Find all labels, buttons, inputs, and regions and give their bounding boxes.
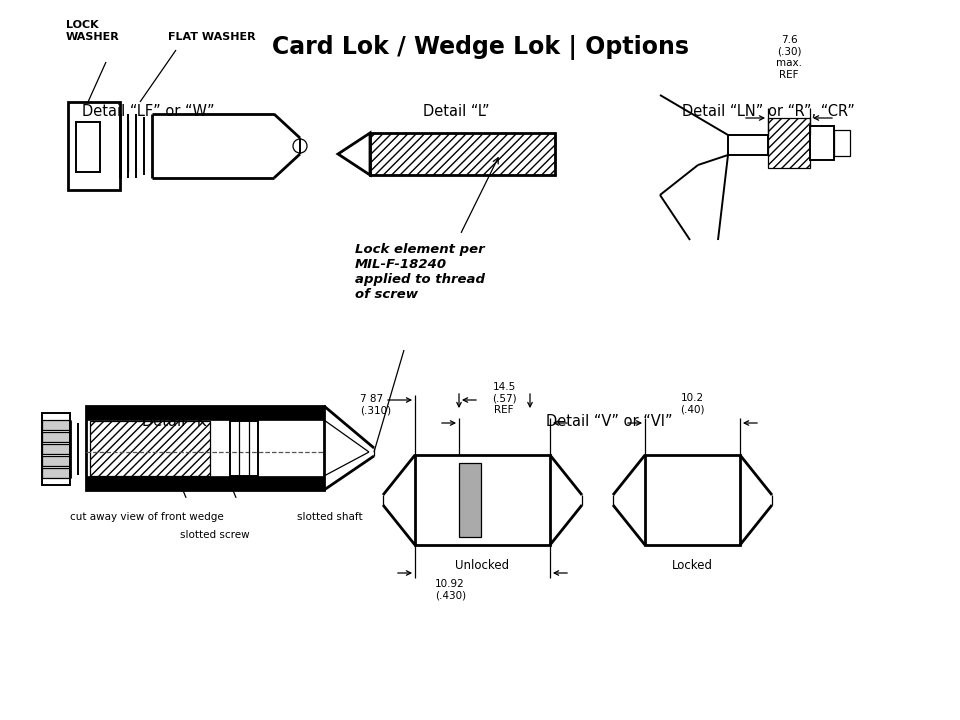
Bar bbox=[86, 406, 324, 420]
Bar bbox=[768, 118, 810, 168]
Text: LOCK
WASHER: LOCK WASHER bbox=[66, 20, 120, 42]
Text: slotted screw: slotted screw bbox=[180, 530, 250, 540]
Bar bbox=[459, 463, 481, 537]
Bar bbox=[42, 444, 70, 454]
Text: Detail “LN” or “R”, “CR”: Detail “LN” or “R”, “CR” bbox=[682, 104, 854, 120]
Bar bbox=[86, 406, 324, 490]
Bar bbox=[86, 476, 324, 490]
Bar bbox=[834, 130, 850, 156]
Bar bbox=[230, 421, 258, 476]
Text: cut away view of front wedge: cut away view of front wedge bbox=[70, 512, 224, 522]
Bar bbox=[90, 421, 210, 476]
Text: 10.92
(.430): 10.92 (.430) bbox=[435, 579, 467, 600]
Bar bbox=[68, 102, 120, 190]
Bar bbox=[370, 133, 555, 175]
Text: Detail “V” or “VI”: Detail “V” or “VI” bbox=[546, 414, 673, 429]
Bar bbox=[76, 122, 100, 172]
Text: FLAT WASHER: FLAT WASHER bbox=[168, 32, 255, 42]
Bar bbox=[42, 432, 70, 442]
Polygon shape bbox=[338, 133, 370, 175]
Bar bbox=[810, 126, 834, 160]
Bar bbox=[42, 456, 70, 466]
Bar bbox=[645, 455, 740, 545]
Text: Unlocked: Unlocked bbox=[455, 559, 509, 572]
Bar bbox=[42, 468, 70, 478]
Text: Detail “K”: Detail “K” bbox=[142, 414, 213, 429]
Text: 10.2
(.40): 10.2 (.40) bbox=[680, 393, 705, 415]
Text: 14.5
(.57)
REF: 14.5 (.57) REF bbox=[492, 382, 516, 415]
Text: 7 87
(.310): 7 87 (.310) bbox=[360, 395, 391, 416]
Text: Lock element per
MIL-F-18240
applied to thread
of screw: Lock element per MIL-F-18240 applied to … bbox=[355, 243, 485, 301]
Bar bbox=[42, 420, 70, 430]
Text: slotted shaft: slotted shaft bbox=[297, 512, 363, 522]
Bar bbox=[370, 133, 555, 175]
Bar bbox=[415, 455, 550, 545]
Text: Detail “LF” or “W”: Detail “LF” or “W” bbox=[83, 104, 215, 120]
Text: 7.6
(.30)
max.
REF: 7.6 (.30) max. REF bbox=[776, 35, 802, 80]
Text: Locked: Locked bbox=[671, 559, 712, 572]
Text: Card Lok / Wedge Lok | Options: Card Lok / Wedge Lok | Options bbox=[272, 35, 688, 60]
Bar bbox=[42, 413, 70, 485]
Text: Detail “L”: Detail “L” bbox=[422, 104, 490, 120]
